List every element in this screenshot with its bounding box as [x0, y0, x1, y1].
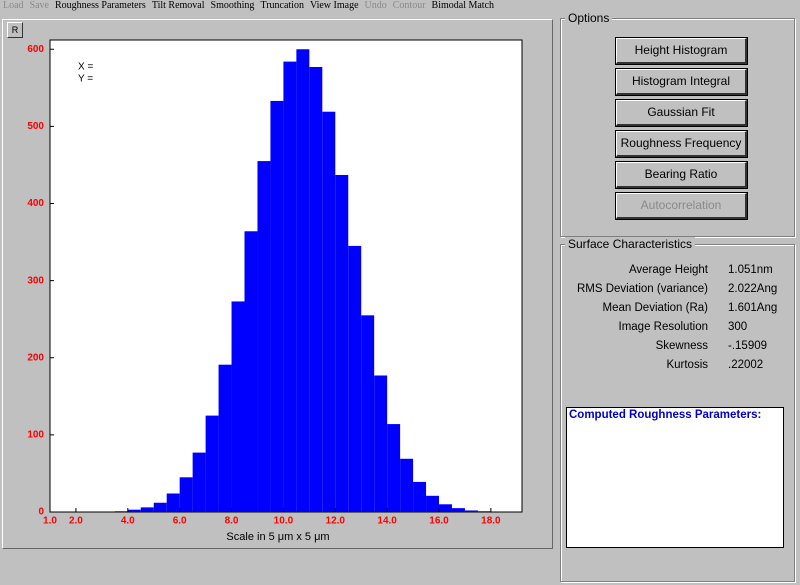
row-label: Skewness — [655, 340, 708, 352]
bar — [205, 415, 219, 512]
bar — [270, 100, 284, 513]
chart-panel — [2, 19, 553, 549]
x-tick-label: 8.0 — [225, 516, 239, 527]
row-value: .22002 — [728, 359, 764, 371]
group-title: Surface Characteristics — [565, 237, 696, 251]
bar — [335, 174, 349, 512]
bar — [322, 111, 336, 512]
bar — [153, 502, 167, 512]
bar — [218, 364, 232, 512]
bar — [348, 245, 362, 512]
bar — [296, 49, 310, 512]
x-tick-label: 14.0 — [377, 516, 397, 527]
row-value: -.15909 — [728, 340, 768, 352]
bar — [179, 477, 193, 512]
cursor-y: Y = — [78, 74, 93, 85]
menu-bar: Load Save Roughness Parameters Tilt Removal… — [0, 0, 497, 13]
x-tick-label: 6.0 — [173, 516, 187, 527]
bar — [477, 511, 491, 512]
menu-item[interactable]: Bimodal Match — [431, 0, 495, 11]
bar — [439, 504, 452, 512]
x-tick-label: 12.0 — [326, 516, 346, 527]
chart: X = Y = Scale in 5 μm x 5 μm 0 100 200 300 4… — [27, 39, 523, 543]
bar — [244, 231, 258, 512]
group-title: Options — [565, 11, 613, 25]
bar — [231, 301, 245, 512]
bar — [400, 458, 414, 512]
bar — [127, 509, 141, 512]
y-tick-label: 400 — [27, 198, 44, 209]
y-tick-label: 200 — [27, 352, 44, 363]
bar — [464, 510, 478, 512]
y-tick-label: 0 — [38, 507, 44, 518]
option-button[interactable]: Gaussian Fit — [615, 99, 748, 127]
options-group: Options Height Histogram Histogram Integr… — [560, 11, 795, 237]
bar — [451, 508, 465, 512]
menu-item: Contour — [392, 0, 426, 11]
row-value: 2.022Ang — [728, 283, 778, 295]
x-tick-label: 16.0 — [429, 516, 449, 527]
row-label: RMS Deviation (variance) — [576, 283, 708, 295]
surface-group: Surface Characteristics Computed Roughne… — [560, 237, 795, 582]
y-tick-label: 100 — [27, 430, 44, 441]
reset-button[interactable]: R — [7, 22, 23, 38]
bar — [114, 511, 128, 512]
bar — [426, 495, 440, 512]
option-button[interactable]: Height Histogram — [615, 37, 748, 65]
bar — [387, 424, 401, 512]
x-tick-label: 10.0 — [274, 516, 294, 527]
y-tick-label: 300 — [27, 275, 44, 286]
bar — [309, 66, 323, 512]
row-label: Mean Deviation (Ra) — [602, 302, 708, 314]
bar — [140, 507, 154, 512]
row-value: 1.601Ang — [728, 302, 778, 314]
bar — [361, 315, 375, 512]
menu-item[interactable]: Smoothing — [210, 0, 255, 11]
option-button[interactable]: Bearing Ratio — [615, 161, 748, 189]
x-tick-label: 2.0 — [69, 516, 83, 527]
bar — [283, 61, 297, 512]
row-label: Image Resolution — [618, 321, 709, 333]
row-label: Average Height — [628, 264, 708, 276]
bar — [374, 375, 388, 512]
menu-item[interactable]: View Image — [309, 0, 359, 11]
option-button[interactable]: Roughness Frequency — [615, 130, 748, 158]
menu-item[interactable]: Truncation — [260, 0, 304, 11]
y-tick-label: 500 — [27, 121, 44, 132]
menu-item[interactable]: Roughness Parameters — [55, 0, 146, 11]
computed-box: Computed Roughness Parameters: — [566, 407, 784, 548]
row-label: Kurtosis — [666, 359, 708, 371]
x-tick-label: 1.0 — [43, 516, 57, 527]
x-axis-label: Scale in 5 μm x 5 μm — [226, 531, 329, 543]
bar — [192, 452, 206, 512]
bar — [257, 161, 271, 512]
menu-item: Undo — [364, 0, 387, 11]
option-button[interactable]: Histogram Integral — [615, 68, 748, 96]
y-tick-label: 600 — [27, 44, 44, 55]
bar — [166, 493, 180, 512]
menu-item[interactable]: Tilt Removal — [151, 0, 205, 11]
computed-title: Computed Roughness Parameters: — [569, 409, 762, 421]
row-value: 1.051nm — [728, 264, 773, 276]
menu-item: Save — [29, 0, 49, 11]
x-tick-label: 18.0 — [481, 516, 501, 527]
cursor-x: X = — [78, 62, 93, 73]
menu-item: Load — [3, 0, 24, 11]
row-value: 300 — [728, 321, 748, 333]
option-button: Autocorrelation — [615, 192, 748, 220]
bar — [413, 481, 427, 512]
x-tick-label: 4.0 — [121, 516, 135, 527]
